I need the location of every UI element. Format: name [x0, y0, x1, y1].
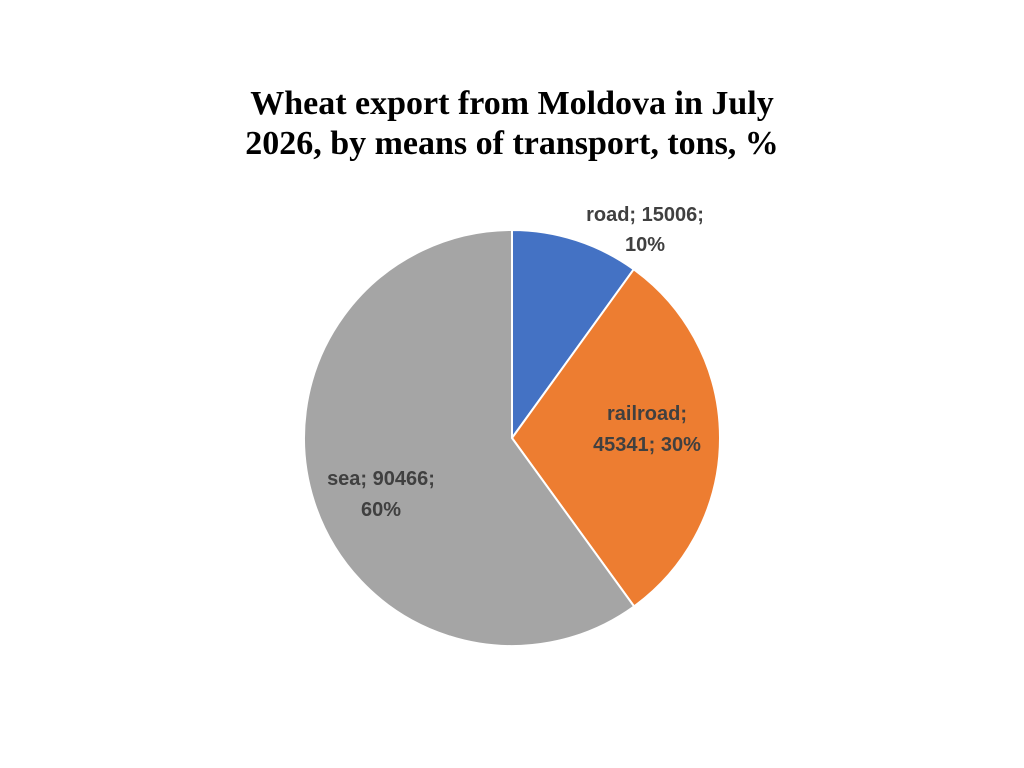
data-label-railroad-line-2: 45341; 30% [593, 434, 701, 456]
pie-slice-road [511, 228, 636, 442]
data-label-railroad-line-1: railroad; [607, 403, 687, 425]
data-label-sea-line-2: 60% [361, 499, 401, 521]
data-label-road: road; 15006; 10% [586, 204, 704, 256]
chart-title: Wheat export from Moldova in July 2026, … [0, 84, 1024, 164]
data-label-sea-line-1: sea; 90466; [327, 468, 435, 490]
data-label-railroad: railroad; 45341; 30% [593, 403, 701, 456]
data-label-road-line-2: 10% [625, 234, 665, 256]
data-label-sea: sea; 90466; 60% [327, 468, 435, 521]
pie-slice-railroad [510, 267, 721, 608]
chart-title-line-1: Wheat export from Moldova in July [250, 85, 774, 122]
chart-title-line-2: 2026, by means of transport, tons, % [245, 125, 779, 162]
pie-slice-sea [303, 228, 636, 647]
data-label-road-line-1: road; 15006; [586, 204, 704, 226]
